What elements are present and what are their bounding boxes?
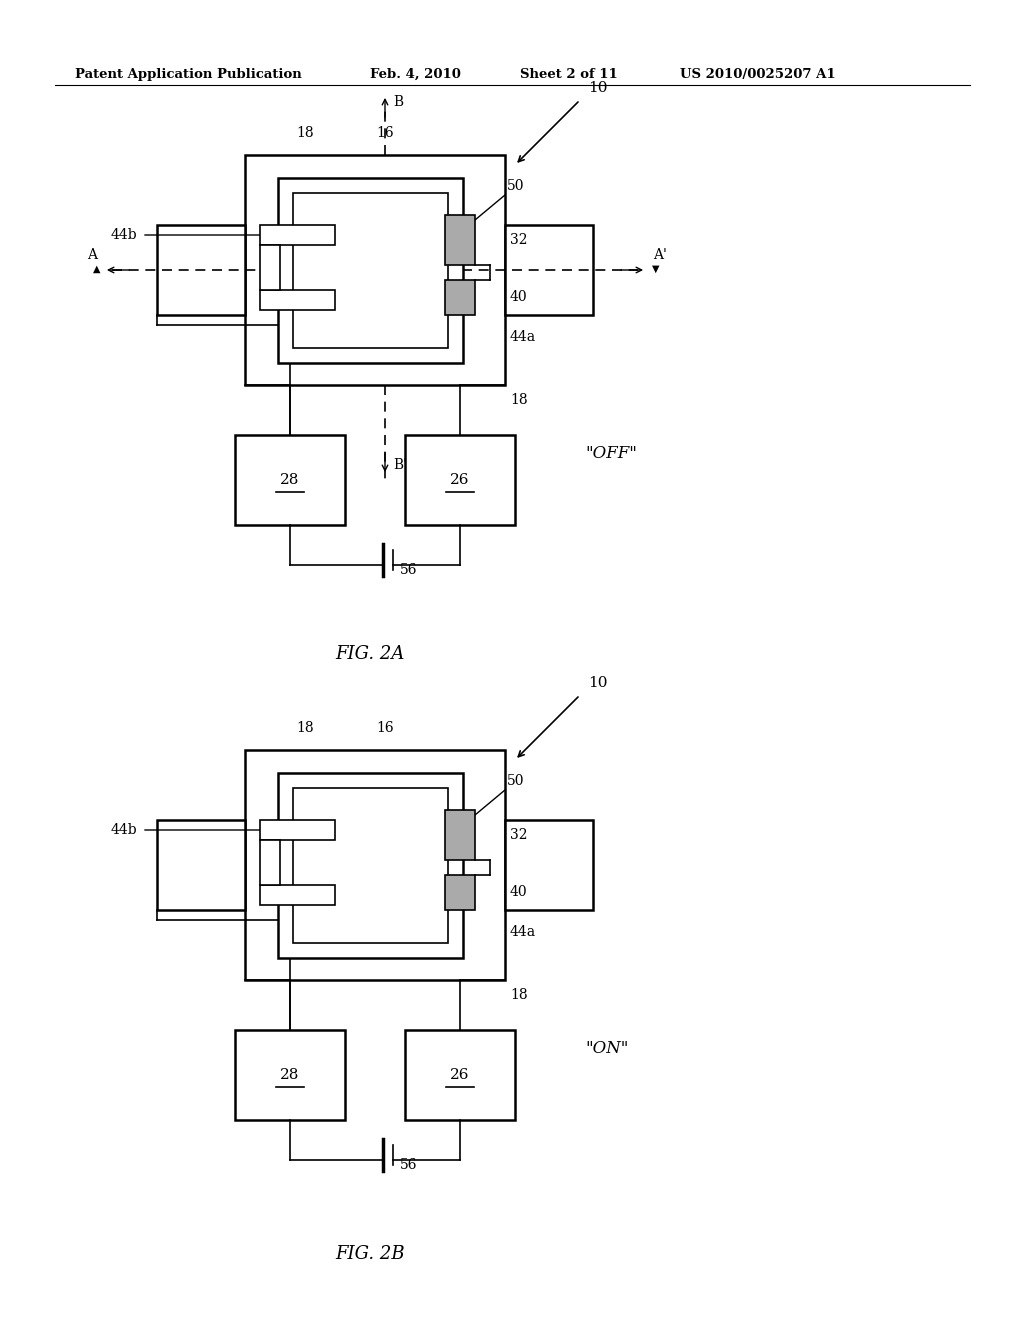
Text: 28: 28 [281,1068,300,1082]
Bar [445,810,475,861]
Bar [245,154,505,385]
Bar [260,224,335,246]
Text: 18: 18 [296,721,313,735]
Bar [278,772,463,957]
Text: 56: 56 [400,1158,418,1172]
Text: 10: 10 [588,81,607,95]
Bar [245,750,505,979]
Text: Sheet 2 of 11: Sheet 2 of 11 [520,69,617,81]
Bar [260,246,280,290]
Text: 32: 32 [510,828,527,842]
Text: 44b: 44b [111,228,137,242]
Text: 42: 42 [340,315,357,329]
Text: US 2010/0025207 A1: US 2010/0025207 A1 [680,69,836,81]
Text: B': B' [393,458,407,473]
Text: 10: 10 [588,676,607,690]
Bar [406,1030,515,1119]
Text: 56: 56 [400,564,418,577]
Bar [260,884,335,906]
Text: FIG. 2B: FIG. 2B [335,1245,404,1263]
Bar [234,1030,345,1119]
Text: 40: 40 [510,884,527,899]
Text: Patent Application Publication: Patent Application Publication [75,69,302,81]
Text: 18: 18 [510,393,527,407]
Text: 30: 30 [340,206,357,220]
Text: 26: 26 [451,473,470,487]
Bar [445,280,475,315]
Text: A': A' [653,248,667,261]
Bar [293,193,447,347]
Text: 50: 50 [507,774,524,788]
Text: 18: 18 [296,125,313,140]
Bar [234,436,345,525]
Text: ▲: ▲ [93,264,100,275]
Text: 16: 16 [376,125,394,140]
Text: ▼: ▼ [652,264,659,275]
Bar [157,224,245,315]
Text: 50: 50 [507,180,524,193]
Text: 26: 26 [451,1068,470,1082]
Bar [445,875,475,909]
Bar [278,177,463,363]
Bar [260,820,335,840]
Text: 40: 40 [510,290,527,304]
Text: "ON": "ON" [585,1040,629,1057]
Text: 16: 16 [376,721,394,735]
Bar [505,224,593,315]
Text: 44a: 44a [510,925,537,939]
Text: Feb. 4, 2010: Feb. 4, 2010 [370,69,461,81]
Bar [157,820,245,909]
Text: 28: 28 [281,473,300,487]
Bar [445,215,475,265]
Text: 44a: 44a [510,330,537,345]
Text: FIG. 2A: FIG. 2A [335,645,404,663]
Text: 18: 18 [510,987,527,1002]
Text: A: A [87,248,97,261]
Text: "OFF": "OFF" [585,445,637,462]
Text: 42: 42 [340,909,357,924]
Bar [260,290,335,310]
Text: 32: 32 [510,234,527,247]
Bar [260,840,280,884]
Bar [293,788,447,942]
Text: B: B [393,95,403,110]
Text: 44b: 44b [111,822,137,837]
Bar [406,436,515,525]
Text: 30: 30 [340,801,357,814]
Bar [505,820,593,909]
